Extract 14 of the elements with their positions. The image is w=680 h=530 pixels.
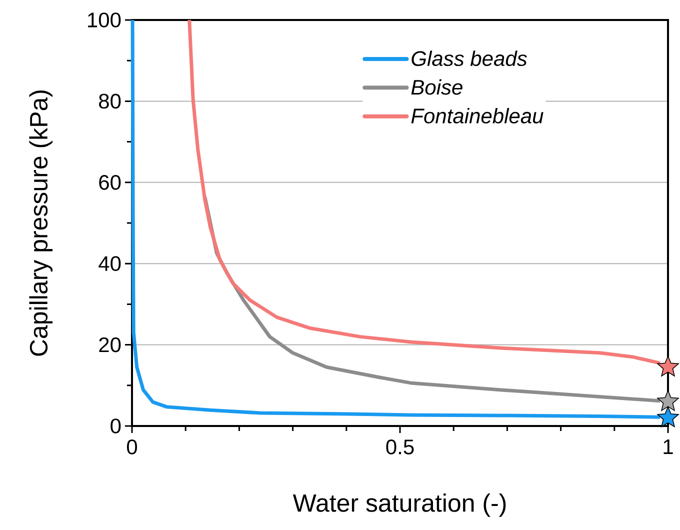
x-axis-title: Water saturation (-) [292, 494, 506, 517]
x-tick-label: 0 [126, 440, 138, 454]
x-tick-label: 1 [664, 440, 673, 454]
legend-label: Boise [411, 79, 462, 95]
x-tick-label: 0.5 [386, 440, 414, 454]
y-tick-label: 0 [110, 418, 121, 434]
y-tick-label: 60 [99, 174, 121, 190]
legend-label: Glass beads [412, 50, 527, 66]
y-tick-label: 100 [88, 12, 121, 28]
y-tick-label: 80 [99, 94, 121, 109]
legend-label: Fontainebleau [411, 108, 544, 124]
y-tick-label: 40 [98, 256, 121, 272]
y-tick-label: 20 [99, 337, 121, 352]
y-axis-title: Capillary pressure (kPa) [29, 90, 53, 356]
